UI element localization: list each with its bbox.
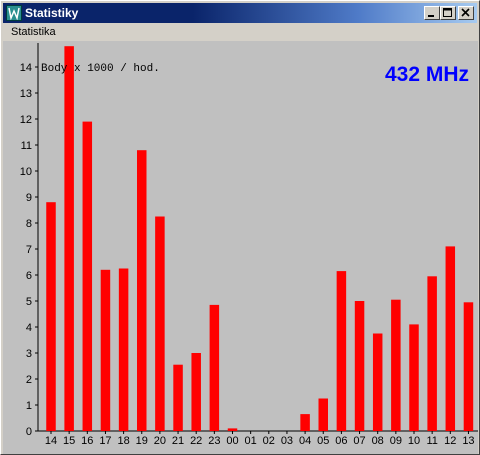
- bar-20-6: [155, 216, 165, 431]
- x-tick-label: 02: [263, 435, 275, 447]
- y-tick-label: 4: [26, 322, 32, 334]
- title-bar[interactable]: Statistiky: [3, 3, 477, 23]
- x-tick-label: 15: [63, 435, 75, 447]
- unit-label: Body x 1000 / hod.: [41, 63, 160, 75]
- x-tick-label: 17: [99, 435, 111, 447]
- y-tick-label: 3: [26, 348, 32, 360]
- y-tick-label: 7: [26, 244, 32, 256]
- bar-18-4: [118, 268, 129, 431]
- x-tick-label: 19: [136, 435, 148, 447]
- bar-06-16: [336, 271, 347, 431]
- y-tick-label: 10: [20, 166, 32, 178]
- window-title: Statistiky: [25, 6, 79, 20]
- y-tick-label: 11: [21, 140, 32, 152]
- menu-statistika[interactable]: Statistika: [11, 26, 56, 38]
- y-tick-label: 1: [26, 400, 32, 412]
- bar-22-8: [191, 353, 201, 431]
- x-tick-label: 04: [299, 435, 311, 447]
- y-tick-label: 5: [26, 296, 32, 308]
- bar-14-0: [46, 202, 56, 431]
- bar-12-22: [445, 246, 456, 431]
- x-tick-label: 09: [390, 435, 402, 447]
- y-tick-label: 6: [26, 270, 32, 282]
- bar-07-17: [354, 301, 365, 431]
- x-tick-label: 10: [408, 435, 420, 447]
- x-tick-label: 06: [335, 435, 347, 447]
- x-tick-label: 07: [353, 435, 365, 447]
- bar-05-15: [318, 398, 328, 431]
- x-tick-label: 14: [45, 435, 57, 447]
- chart-area: 0 1 2 3 4 5 6 7 8 9 10 11 12 13 14 14 15 16 17 18 19 20 21 22 23…: [3, 41, 478, 454]
- x-tick-label: 18: [117, 435, 129, 447]
- chart-title: 432 MHz: [385, 63, 469, 86]
- close-icon: [461, 8, 470, 17]
- minimize-button[interactable]: [424, 6, 440, 20]
- x-tick-label: 12: [444, 435, 456, 447]
- x-tick-label: 16: [81, 435, 93, 447]
- bar-04-14: [300, 414, 310, 431]
- maximize-icon: [443, 8, 452, 17]
- x-tick-label: 22: [190, 435, 202, 447]
- menu-bar: Statistika: [3, 23, 477, 41]
- x-tick-label: 13: [462, 435, 474, 447]
- y-tick-label: 2: [26, 374, 32, 386]
- bar-23-9: [209, 304, 220, 431]
- bar-13-23: [463, 302, 474, 431]
- bar-00-10: [227, 428, 238, 431]
- maximize-button[interactable]: [440, 6, 456, 20]
- x-tick-label: 00: [226, 435, 238, 447]
- bar-16-2: [82, 121, 93, 431]
- bar-17-3: [100, 269, 111, 431]
- bar-21-7: [173, 364, 183, 431]
- x-tick-label: 03: [281, 435, 293, 447]
- bar-08-18: [372, 333, 383, 431]
- close-button[interactable]: [458, 6, 474, 20]
- app-icon[interactable]: [6, 5, 22, 21]
- minimize-icon: [428, 15, 434, 17]
- y-tick-label: 9: [26, 192, 32, 204]
- x-tick-label: 21: [172, 435, 184, 447]
- bar-10-20: [409, 324, 419, 431]
- bar-11-21: [427, 276, 437, 431]
- bar-19-5: [137, 150, 147, 431]
- x-tick-label: 08: [372, 435, 384, 447]
- x-tick-label: 23: [208, 435, 220, 447]
- x-tick-label: 05: [317, 435, 329, 447]
- y-tick-label: 13: [20, 88, 32, 100]
- x-tick-label: 11: [426, 435, 437, 447]
- y-tick-label: 14: [20, 62, 32, 74]
- x-tick-label: 01: [245, 435, 257, 447]
- bar-15-1: [64, 46, 74, 431]
- bar-09-19: [391, 299, 401, 431]
- y-tick-label: 12: [20, 114, 32, 126]
- y-tick-label: 0: [26, 426, 32, 438]
- x-tick-label: 20: [154, 435, 166, 447]
- y-tick-label: 8: [26, 218, 32, 230]
